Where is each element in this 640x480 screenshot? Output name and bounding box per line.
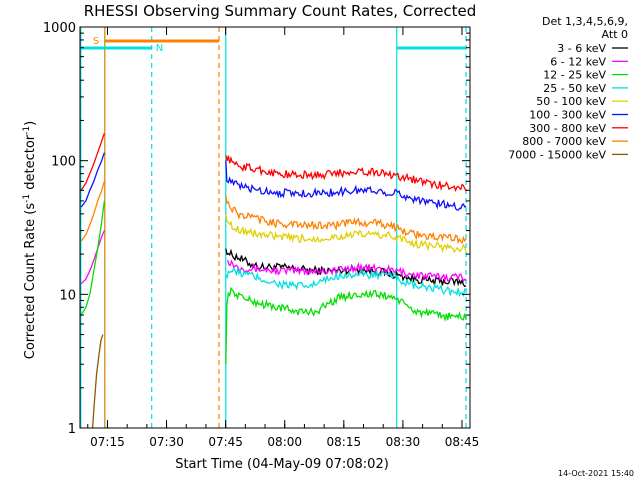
y-axis-label: Corrected Count Rate (s-1 detector-1) <box>22 121 38 359</box>
x-axis-label: Start Time (04-May-09 07:08:02) <box>175 457 389 472</box>
x-tick-label-2: 07:45 <box>208 435 243 449</box>
x-tick-label-6: 08:45 <box>445 435 480 449</box>
y-tick-label-3: 1000 <box>43 21 76 36</box>
legend-label-8: 7000 - 15000 keV <box>508 148 606 161</box>
state-bar-label-1: N <box>156 43 163 54</box>
legend-label-2: 12 - 25 keV <box>543 69 606 82</box>
legend-label-3: 25 - 50 keV <box>543 82 606 95</box>
plot-frame <box>79 26 471 429</box>
x-axis-ticks: 07:15 07:30 07:45 08:00 08:15 08:30 08:45 <box>87 27 480 449</box>
legend-header-line-2: Att 0 <box>602 28 628 41</box>
x-tick-label-4: 08:15 <box>327 435 362 449</box>
y-axis-ticks: 1 10 100 1000 <box>43 21 470 437</box>
legend-label-4: 50 - 100 keV <box>536 95 606 108</box>
series-line-8 <box>91 334 104 429</box>
series-line-1 <box>80 230 467 285</box>
series-line-6 <box>80 133 467 193</box>
attenuator-bars: SN <box>80 36 467 54</box>
legend-label-7: 800 - 7000 keV <box>522 135 606 148</box>
legend-header-line-1: Det 1,3,4,5,6,9, <box>542 15 628 28</box>
x-tick-label-3: 08:00 <box>267 435 302 449</box>
series-line-5 <box>80 152 467 211</box>
series-line-3 <box>225 266 467 298</box>
x-tick-label-0: 07:15 <box>90 435 125 449</box>
x-tick-label-1: 07:30 <box>149 435 184 449</box>
series-line-7 <box>80 181 467 245</box>
legend-label-0: 3 - 6 keV <box>557 42 606 55</box>
y-tick-label-1: 10 <box>59 288 76 303</box>
chart-title: RHESSI Observing Summary Count Rates, Co… <box>84 2 477 20</box>
y-tick-label-2: 100 <box>51 155 76 170</box>
footer-timestamp: 14-Oct-2021 15:40 <box>558 469 634 478</box>
series-line-4 <box>225 213 467 254</box>
plot-area: SN 07:15 07:30 07:45 08:00 08:15 08:30 08:45 1… <box>43 21 479 449</box>
x-tick-label-5: 08:30 <box>386 435 421 449</box>
series-line-2 <box>80 200 467 365</box>
series-lines <box>80 133 467 429</box>
state-bar-label-0: S <box>93 36 99 47</box>
legend-label-6: 300 - 800 keV <box>529 122 606 135</box>
y-tick-label-0: 1 <box>68 422 76 437</box>
legend-label-1: 6 - 12 keV <box>550 55 606 68</box>
legend-label-5: 100 - 300 keV <box>529 109 606 122</box>
